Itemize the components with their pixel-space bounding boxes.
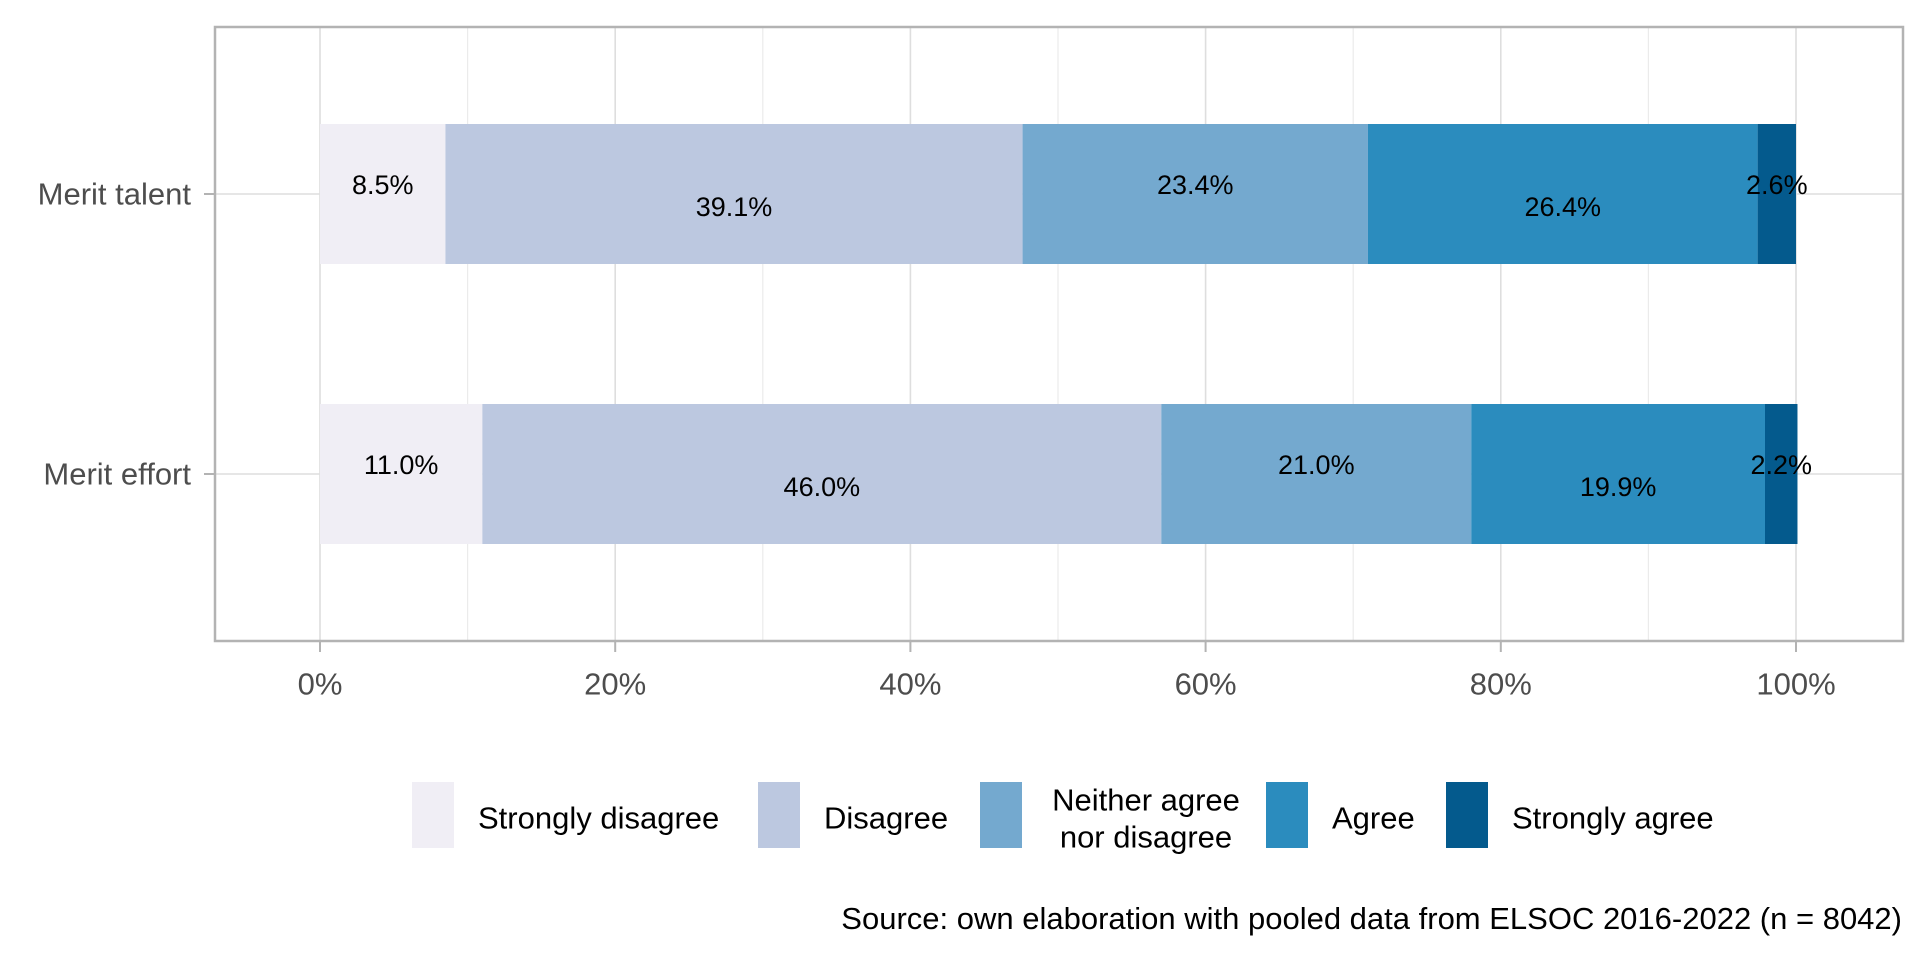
x-tick-label: 20%	[584, 667, 646, 702]
legend-key	[1266, 782, 1308, 848]
data-label: 11.0%	[364, 450, 439, 480]
bar-segment	[320, 404, 483, 544]
legend-label: Agree	[1332, 801, 1415, 836]
x-tick-label: 100%	[1756, 667, 1835, 702]
data-label: 23.4%	[1157, 170, 1234, 200]
category-label: Merit talent	[38, 177, 192, 212]
bar-segment	[482, 404, 1162, 544]
data-label: 21.0%	[1278, 450, 1355, 480]
data-label: 2.6%	[1746, 170, 1808, 200]
legend-label: nor disagree	[1060, 820, 1232, 855]
x-tick-label: 40%	[879, 667, 941, 702]
bar-segment	[1757, 124, 1796, 264]
x-tick-label: 60%	[1175, 667, 1237, 702]
legend-label: Disagree	[824, 801, 948, 836]
data-label: 46.0%	[784, 472, 861, 502]
data-label: 39.1%	[696, 192, 773, 222]
legend-label: Neither agree	[1052, 783, 1240, 818]
data-label: 8.5%	[352, 170, 414, 200]
x-tick-label: 80%	[1470, 667, 1532, 702]
legend-key	[412, 782, 454, 848]
y-axis: Merit talent Merit effort	[38, 177, 215, 492]
chart-caption: Source: own elaboration with pooled data…	[841, 901, 1902, 936]
data-label: 26.4%	[1525, 192, 1602, 222]
bar-segment	[1022, 124, 1368, 264]
data-label: 2.2%	[1750, 450, 1812, 480]
legend: Strongly disagree Disagree Neither agreeno…	[412, 782, 1714, 855]
panel-border	[213, 25, 1905, 643]
x-tick-label: 0%	[298, 667, 343, 702]
category-label: Merit effort	[43, 457, 191, 492]
bar-segment	[1367, 124, 1758, 264]
bar-segment	[445, 124, 1023, 264]
data-label: 19.9%	[1580, 472, 1657, 502]
legend-key	[758, 782, 800, 848]
bars	[320, 124, 1798, 544]
x-axis: 0% 20% 40% 60% 80% 100%	[298, 641, 1836, 702]
legend-key	[980, 782, 1022, 848]
bar-segment	[320, 124, 446, 264]
bar-segment	[1765, 404, 1798, 544]
bar-segment	[1161, 404, 1472, 544]
data-labels: 8.5% 39.1% 23.4% 26.4% 2.6% 11.0% 46.0% 21.0% 19…	[352, 170, 1812, 502]
legend-key	[1446, 782, 1488, 848]
bar-segment	[1471, 404, 1766, 544]
legend-label: Strongly disagree	[478, 801, 719, 836]
legend-label: Strongly agree	[1512, 801, 1714, 836]
